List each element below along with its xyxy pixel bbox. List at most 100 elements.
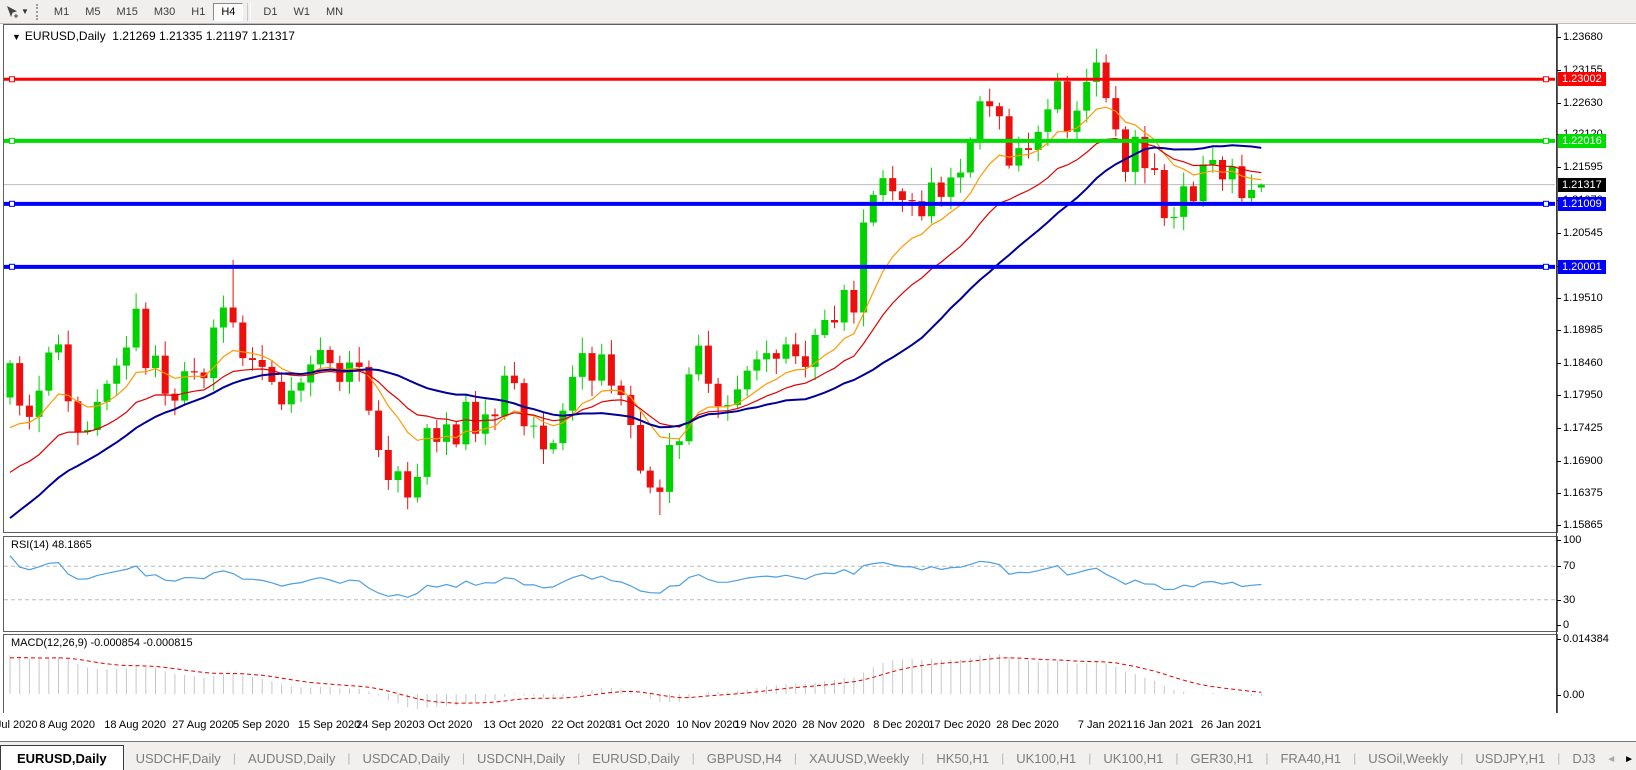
- tab-divider: |: [793, 751, 798, 765]
- chart-tab-audusd-daily[interactable]: AUDUSD,Daily: [247, 751, 336, 766]
- date-label: 31 Oct 2020: [609, 719, 670, 731]
- timeframe-button-h4[interactable]: H4: [213, 2, 244, 21]
- chart-tab-usdchf-daily[interactable]: USDCHF,Daily: [135, 751, 221, 766]
- tab-scroll-left-icon[interactable]: ◄: [1606, 754, 1617, 765]
- date-label: 3 Oct 2020: [418, 719, 473, 731]
- axis-tick-label: 1.20545: [1563, 226, 1603, 239]
- date-label: 24 Sep 2020: [356, 719, 419, 731]
- chevron-down-icon[interactable]: ▼: [21, 7, 29, 16]
- axis-tick: [1557, 363, 1561, 365]
- axis-tick-label: 0: [1563, 619, 1570, 631]
- chart-tab-usdcnh-daily[interactable]: USDCNH,Daily: [477, 751, 566, 766]
- axis-tick-label: 1.17950: [1563, 389, 1603, 401]
- macd-indicator-panel: MACD(12,26,9) -0.000854 -0.000815: [3, 634, 1558, 715]
- chart-tab-hk50-h1[interactable]: HK50,H1: [936, 751, 990, 766]
- timeframe-button-m5[interactable]: M5: [85, 5, 101, 18]
- price-axis-border: [1556, 24, 1557, 713]
- tab-divider: |: [577, 751, 581, 765]
- axis-tick: [1557, 69, 1561, 71]
- chart-tab-eurusd-daily[interactable]: EURUSD,Daily: [0, 745, 124, 770]
- date-label: 28 Nov 2020: [802, 719, 865, 731]
- axis-tick: [1557, 566, 1561, 567]
- chart-tab-gbpusd-h4[interactable]: GBPUSD,H4: [706, 751, 782, 766]
- axis-tick: [1557, 232, 1561, 234]
- chart-tab-ger30-h1[interactable]: GER30,H1: [1190, 751, 1254, 766]
- tab-divider: |: [1353, 751, 1357, 765]
- timeframe-button-d1[interactable]: D1: [263, 5, 278, 18]
- timeframe-button-w1[interactable]: W1: [293, 5, 310, 18]
- tab-divider: |: [1557, 751, 1561, 765]
- axis-tick: [1557, 695, 1561, 696]
- rsi-indicator-panel: RSI(14) 48.1865: [3, 536, 1558, 632]
- axis-tick-label: 1.15865: [1563, 519, 1603, 532]
- rsi-chart-canvas[interactable]: [4, 537, 1555, 629]
- tab-divider: |: [461, 751, 465, 765]
- tab-divider: |: [1460, 751, 1464, 765]
- timeframe-button-mn[interactable]: MN: [325, 5, 344, 18]
- date-label: 28 Dec 2020: [996, 719, 1059, 731]
- date-label: 8 Aug 2020: [39, 719, 96, 731]
- axis-tick-label: 1.23680: [1563, 30, 1603, 43]
- hline-anchor: [9, 200, 15, 207]
- hline-anchor: [1543, 200, 1549, 207]
- chart-ohlc-values: 1.21269 1.21335 1.21197 1.21317: [112, 29, 295, 43]
- chart-tab-dj30-daily[interactable]: DJ30,Daily: [1572, 751, 1596, 766]
- axis-tick-label: 1.18985: [1563, 324, 1603, 337]
- date-label: 13 Oct 2020: [483, 719, 544, 731]
- axis-tick-label: 1.21595: [1563, 161, 1603, 174]
- tab-divider: |: [1088, 751, 1092, 765]
- date-label: 10 Nov 2020: [676, 719, 739, 731]
- timeframe-button-m15[interactable]: M15: [116, 5, 138, 18]
- chart-tab-bar: EURUSD,Daily USDCHF,Daily | AUDUSD,Daily | US…: [0, 741, 1636, 770]
- toolbar-separator: [247, 2, 252, 21]
- axis-tick: [1557, 330, 1561, 332]
- hline-anchor: [9, 263, 15, 270]
- tab-divider: |: [921, 751, 925, 765]
- chart-title: ▼ EURUSD,Daily 1.21269 1.21335 1.21197 1.…: [12, 29, 295, 43]
- price-level-badge: 1.21317: [1558, 177, 1606, 192]
- tab-divider: |: [691, 751, 695, 765]
- line-studies-cursor-button[interactable]: ▼: [1, 3, 33, 21]
- price-level-badge: 1.21009: [1558, 196, 1606, 211]
- chart-tab-uk100-h1[interactable]: UK100,H1: [1103, 751, 1164, 766]
- price-chart-panel: ▼ EURUSD,Daily 1.21269 1.21335 1.21197 1.…: [3, 24, 1558, 533]
- timeframe-button-h1[interactable]: H1: [191, 5, 206, 18]
- chart-tab-usdcad-daily[interactable]: USDCAD,Daily: [362, 751, 450, 766]
- chart-symbol-label: EURUSD,Daily: [24, 29, 106, 43]
- axis-tick: [1557, 427, 1561, 429]
- tab-divider: |: [232, 751, 236, 765]
- candlestick-chart-canvas[interactable]: [4, 25, 1555, 530]
- cursor-crosshair-icon: [7, 5, 18, 18]
- chart-tab-fra40-h1[interactable]: FRA40,H1: [1280, 751, 1342, 766]
- collapse-triangle-icon[interactable]: ▼: [12, 32, 21, 42]
- chart-tab-usdjpy-h1[interactable]: USDJPY,H1: [1475, 751, 1546, 766]
- chart-tab-uk100-h1[interactable]: UK100,H1: [1016, 751, 1077, 766]
- date-label: 8 Dec 2020: [873, 719, 930, 731]
- axis-tick: [1557, 102, 1561, 104]
- date-label: 17 Dec 2020: [928, 719, 991, 731]
- tab-divider: |: [1175, 751, 1179, 765]
- price-level-badge: 1.23002: [1558, 72, 1606, 87]
- chart-tab-usoil-weekly[interactable]: USOil,Weekly: [1368, 751, 1449, 766]
- chart-tab-xauusd-weekly[interactable]: XAUUSD,Weekly: [809, 751, 910, 766]
- date-label: 15 Sep 2020: [297, 719, 361, 731]
- tab-divider: |: [347, 751, 351, 765]
- axis-tick: [1557, 493, 1561, 495]
- axis-tick-label: 100: [1563, 534, 1582, 546]
- tab-divider: |: [1265, 751, 1269, 765]
- axis-tick-label: 1.18460: [1563, 357, 1603, 370]
- price-level-badge: 1.20001: [1558, 259, 1606, 274]
- macd-label: MACD(12,26,9) -0.000854 -0.000815: [11, 637, 193, 649]
- hline-anchor: [1543, 263, 1549, 270]
- timeframe-button-m1[interactable]: M1: [53, 5, 70, 18]
- chart-tab-eurusd-daily[interactable]: EURUSD,Daily: [592, 751, 680, 766]
- timeframe-button-m30[interactable]: M30: [153, 5, 176, 18]
- hline-anchor: [9, 137, 15, 144]
- toolbar-grip[interactable]: [35, 3, 41, 20]
- price-level-badge: 1.22016: [1558, 133, 1606, 148]
- axis-tick-label: 0.014384: [1563, 633, 1609, 645]
- tab-scroll-right-icon[interactable]: ►: [1624, 754, 1634, 765]
- macd-chart-canvas[interactable]: [4, 635, 1555, 712]
- axis-tick: [1557, 297, 1561, 299]
